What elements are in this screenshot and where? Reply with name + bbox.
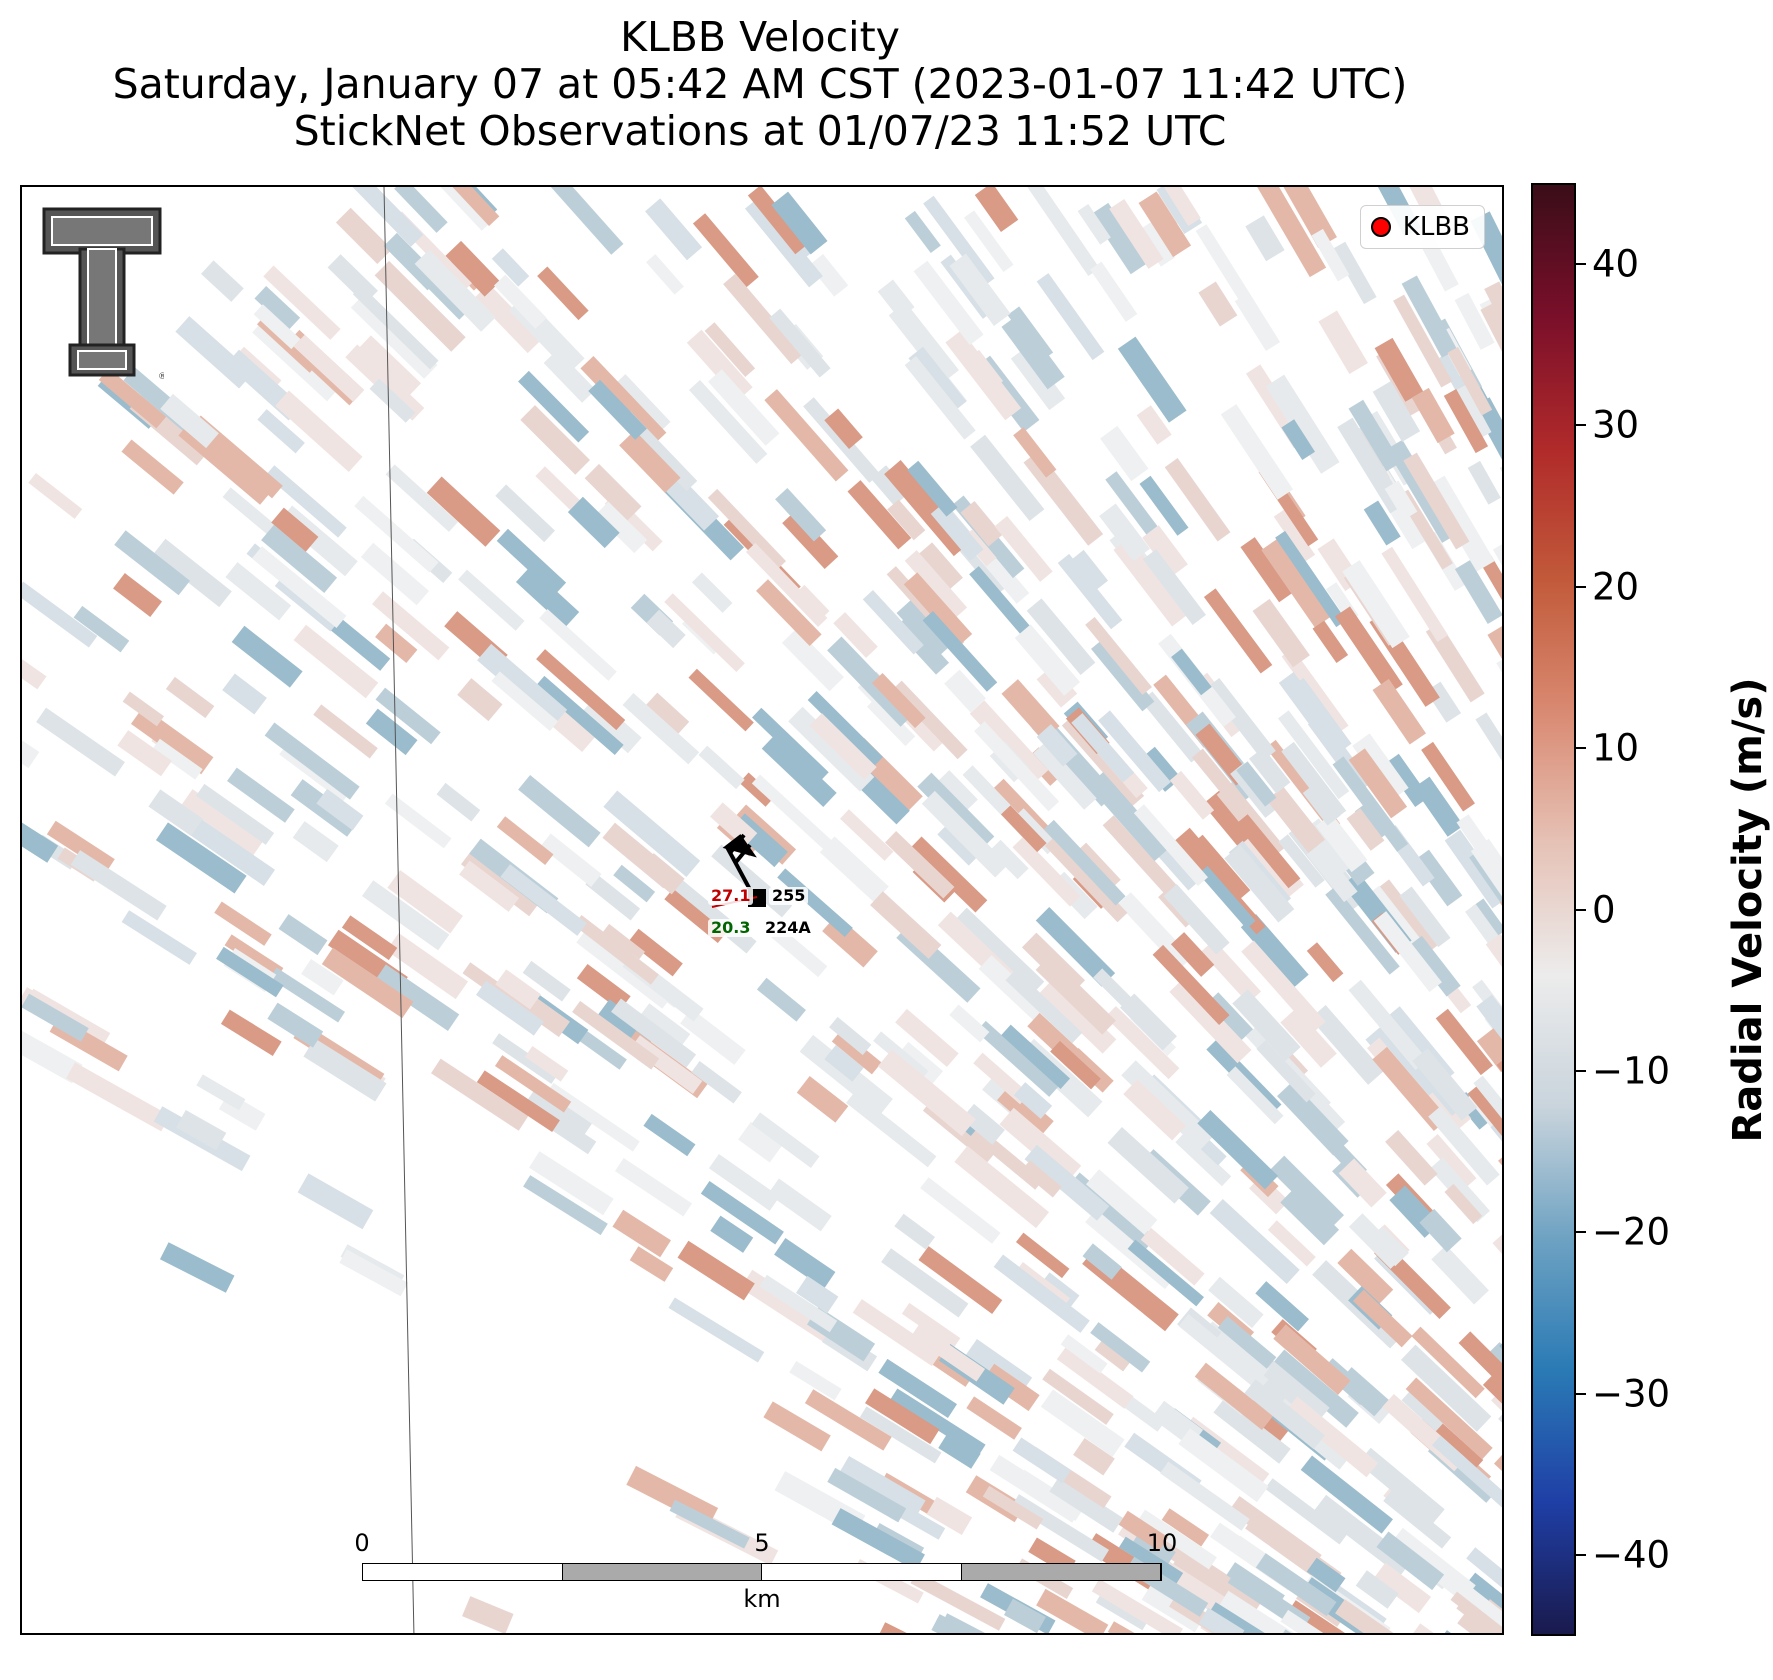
- colorbar-tick-mark: [1576, 1069, 1586, 1072]
- radar-gates: [22, 187, 1502, 1633]
- colorbar-tick-mark: [1576, 747, 1586, 750]
- velocity-colorbar: [1531, 183, 1576, 1636]
- colorbar-tick-label: 10: [1592, 726, 1640, 770]
- colorbar-title: Radial Velocity (m/s): [1725, 677, 1771, 1143]
- station-224a-dewpoint: 20.3: [708, 919, 754, 937]
- radar-velocity-field: [22, 187, 1502, 1633]
- scale-tick-10: 10: [1146, 1529, 1178, 1557]
- station-overlay: [711, 833, 766, 908]
- scale-tick-0: 0: [354, 1529, 370, 1557]
- svg-text:®: ®: [158, 372, 164, 382]
- colorbar-tick-mark: [1576, 1392, 1586, 1395]
- colorbar-tick-mark: [1576, 1554, 1586, 1557]
- colorbar-tick-mark: [1576, 585, 1586, 588]
- title-line-3: StickNet Observations at 01/07/23 11:52 …: [293, 107, 1227, 155]
- colorbar-tick-label: −20: [1592, 1210, 1671, 1254]
- title-line-2: Saturday, January 07 at 05:42 AM CST (20…: [112, 60, 1408, 108]
- map-title: KLBB Velocity Saturday, January 07 at 05…: [0, 14, 1520, 155]
- station-224a-id[interactable]: 224A: [762, 919, 814, 937]
- wind-barb-tick-1: [728, 833, 746, 855]
- colorbar-tick-mark: [1576, 262, 1586, 265]
- title-line-1: KLBB Velocity: [620, 13, 900, 61]
- klbb-marker-icon: [1370, 217, 1391, 237]
- scale-bar-segments: [362, 1563, 1162, 1581]
- map-legend: KLBB: [1359, 205, 1485, 249]
- colorbar-tick-mark: [1576, 908, 1586, 911]
- colorbar-tick-label: 0: [1592, 888, 1616, 931]
- wind-barb-tick-2: [734, 843, 752, 864]
- scale-unit: km: [743, 1585, 781, 1613]
- colorbar-tick-mark: [1576, 424, 1586, 427]
- legend-label: KLBB: [1402, 212, 1470, 242]
- colorbar-tick-label: −10: [1592, 1049, 1671, 1093]
- colorbar-tick-mark: [1576, 1231, 1586, 1234]
- scale-bar: 0 5 10 km: [354, 1513, 1177, 1633]
- station-255-temp: 27.1: [708, 887, 754, 905]
- station-255-id[interactable]: 255: [769, 887, 809, 905]
- colorbar-tick-label: −30: [1592, 1372, 1671, 1416]
- scale-tick-5: 5: [754, 1529, 770, 1557]
- county-boundary-line: [383, 187, 415, 1633]
- colorbar-tick-label: −40: [1592, 1533, 1671, 1577]
- radar-map[interactable]: ® KLBB 27.1 255 20.3 224A 0 5 10 km: [20, 185, 1504, 1635]
- colorbar-tick-label: 20: [1592, 565, 1640, 609]
- colorbar-tick-label: 40: [1592, 242, 1640, 286]
- texas-tech-logo: ®: [42, 207, 164, 382]
- colorbar-tick-label: 30: [1592, 403, 1640, 447]
